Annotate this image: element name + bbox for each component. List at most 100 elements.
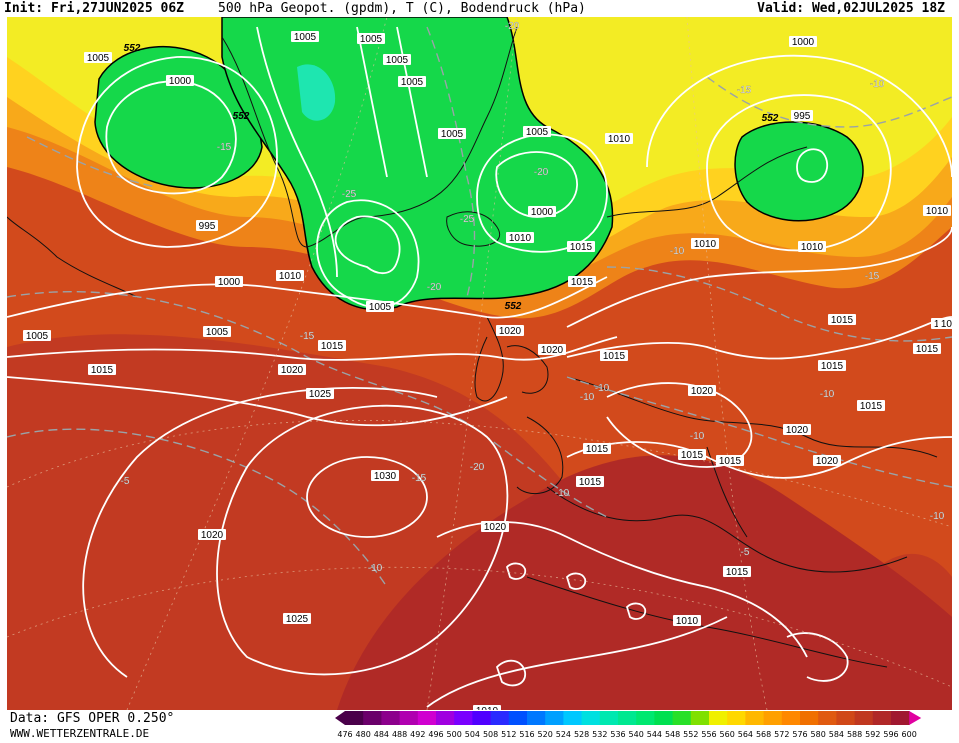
isotherm-label: -10 xyxy=(820,389,835,400)
legend-tick-label: 520 xyxy=(538,730,553,739)
isobar-label: 1015 xyxy=(570,242,593,253)
isobar-label-box xyxy=(203,326,231,337)
legend-swatch xyxy=(599,711,619,725)
legend-swatch xyxy=(709,711,728,725)
isotherm-label: -15 xyxy=(217,142,232,153)
isobar-label-box xyxy=(828,314,856,325)
valid-time: Valid: Wed,02JUL2025 18Z xyxy=(757,1,945,16)
legend-tick-label: 480 xyxy=(356,730,371,739)
isotherm-label: -20 xyxy=(470,462,485,473)
weather-map: 1005 1005 1005 1005 1005 1005 1005 1005 1005 1005… xyxy=(7,17,952,710)
isobar-label: 1025 xyxy=(309,389,332,400)
isobar-label-box xyxy=(923,205,951,216)
legend-swatch xyxy=(618,711,637,725)
isotherm-label: -15 xyxy=(300,331,315,342)
legend-swatch xyxy=(581,711,601,725)
isobar-label: 1015 xyxy=(91,365,114,376)
legend-swatch xyxy=(508,711,528,725)
isobar-label-box xyxy=(716,455,744,466)
isobar-label-box xyxy=(791,110,813,121)
legend-tick-label: 552 xyxy=(683,730,698,739)
isobar-label: 1005 xyxy=(294,32,317,43)
legend-swatch xyxy=(836,711,856,725)
geopotential-label: 552 xyxy=(124,43,141,54)
isotherm-label: -5 xyxy=(121,476,130,487)
isobar-label: 1010 xyxy=(926,206,949,217)
website: WWW.WETTERZENTRALE.DE xyxy=(10,727,150,740)
isotherm-label: -25 xyxy=(342,189,357,200)
isobar-label: 1015 xyxy=(941,319,952,330)
legend-tick-label: 544 xyxy=(647,730,662,739)
legend-swatch xyxy=(891,711,910,725)
isobar-label: 1020 xyxy=(281,365,304,376)
isobar-label-box xyxy=(605,133,633,144)
isotherm-label: -15 xyxy=(865,271,880,282)
isobar-label: 1015 xyxy=(681,450,704,461)
isobar-label-box xyxy=(818,360,846,371)
isobar-lines xyxy=(7,26,952,708)
isotherm-label: -20 xyxy=(505,21,520,32)
legend-swatch xyxy=(345,711,364,725)
legend-tick-label: 504 xyxy=(465,730,480,739)
legend-tick-label: 476 xyxy=(337,730,352,739)
legend-tick-label: 540 xyxy=(629,730,644,739)
isobar-label: 1005 xyxy=(369,302,392,313)
isotherm-label: -10 xyxy=(670,246,685,257)
isotherm-label: -10 xyxy=(690,431,705,442)
isobar-label-box xyxy=(723,566,751,577)
legend-tick-label: 528 xyxy=(574,730,589,739)
legend-tick-label: 584 xyxy=(829,730,844,739)
isobar-label-box xyxy=(938,318,952,329)
isobar-label-box xyxy=(913,343,941,354)
isobar-label: 1005 xyxy=(360,34,383,45)
isobar-label: 1010 xyxy=(608,134,631,145)
isobar-label: 1020 xyxy=(816,456,839,467)
isobar-label-box xyxy=(318,340,346,351)
map-header: Init: Fri,27JUN2025 06Z 500 hPa Geopot. … xyxy=(0,0,959,17)
legend-swatch xyxy=(454,711,473,725)
isobar-label-box xyxy=(198,529,226,540)
isobar-label-box xyxy=(688,385,716,396)
isobar-label-box xyxy=(600,350,628,361)
legend-tick-label: 572 xyxy=(774,730,789,739)
lat-lon-grid xyxy=(7,17,952,710)
isobar-label: 1005 xyxy=(26,331,49,342)
isobar-label-box xyxy=(789,36,817,47)
isobar-label-box xyxy=(496,325,524,336)
isobar-label: 1010 xyxy=(801,242,824,253)
isobar-label-box xyxy=(371,470,399,481)
legend-swatch xyxy=(417,711,437,725)
isobar-label: 1010 xyxy=(279,271,302,282)
isobar-label-box xyxy=(568,276,596,287)
legend-swatch xyxy=(363,711,382,725)
init-time: Init: Fri,27JUN2025 06Z xyxy=(4,1,185,16)
legend-swatch xyxy=(854,711,874,725)
legend-tick-label: 548 xyxy=(665,730,680,739)
isobar-label-box xyxy=(306,388,334,399)
legend-arrow-right xyxy=(909,711,922,725)
legend-swatch xyxy=(563,711,583,725)
legend-swatch xyxy=(800,711,819,725)
isobar-label-box xyxy=(473,705,501,710)
isobar-label: 1015 xyxy=(571,277,594,288)
isobar-label: 1015 xyxy=(579,477,602,488)
legend-tick-label: 580 xyxy=(811,730,826,739)
isobar-label: 1005 xyxy=(386,55,409,66)
legend-swatch xyxy=(545,711,564,725)
legend-tick-label: 592 xyxy=(865,730,880,739)
legend-swatch xyxy=(436,711,455,725)
isobar-label: 1020 xyxy=(786,425,809,436)
legend-tick-label: 576 xyxy=(792,730,807,739)
isobar-label: 1015 xyxy=(831,315,854,326)
isobar-label-box xyxy=(283,613,311,624)
isobar-label: 1000 xyxy=(218,277,241,288)
isobar-label-box xyxy=(783,424,811,435)
legend-swatch xyxy=(690,711,710,725)
geopotential-label: 552 xyxy=(762,113,779,124)
isobar-label: 1015 xyxy=(321,341,344,352)
geopotential-label: 552 xyxy=(505,301,522,312)
isobar-label: 1015 xyxy=(603,351,626,362)
legend-arrow-left xyxy=(335,711,345,725)
isobar-label: 1005 xyxy=(441,129,464,140)
isobar-label-box xyxy=(291,31,319,42)
